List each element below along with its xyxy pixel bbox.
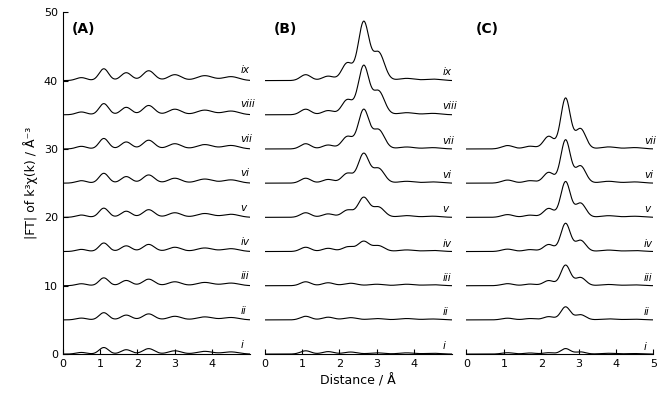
Text: ix: ix: [240, 65, 249, 75]
Text: iv: iv: [240, 237, 249, 247]
Text: i: i: [644, 341, 647, 352]
Text: vi: vi: [240, 168, 249, 178]
Text: iii: iii: [240, 271, 249, 281]
Text: v: v: [240, 203, 246, 212]
Text: iv: iv: [644, 239, 653, 249]
Text: i: i: [442, 341, 445, 351]
Text: vi: vi: [442, 170, 451, 180]
Y-axis label: |FT| of k³χ(k) / Å⁻³: |FT| of k³χ(k) / Å⁻³: [23, 127, 38, 239]
X-axis label: Distance / Å: Distance / Å: [320, 374, 396, 388]
Text: v: v: [644, 204, 650, 214]
Text: (B): (B): [274, 22, 297, 37]
Text: viii: viii: [240, 99, 255, 109]
Text: vi: vi: [644, 170, 653, 180]
Text: iv: iv: [442, 239, 451, 249]
Text: vii: vii: [240, 134, 252, 144]
Text: (C): (C): [476, 22, 499, 37]
Text: vii: vii: [442, 136, 454, 146]
Text: ii: ii: [442, 307, 448, 317]
Text: i: i: [240, 340, 243, 350]
Text: v: v: [442, 204, 448, 214]
Text: viii: viii: [442, 101, 457, 112]
Text: ix: ix: [442, 67, 451, 77]
Text: ii: ii: [644, 307, 650, 317]
Text: iii: iii: [644, 273, 653, 283]
Text: ii: ii: [240, 306, 246, 316]
Text: vii: vii: [644, 136, 656, 146]
Text: (A): (A): [72, 22, 96, 37]
Text: iii: iii: [442, 273, 451, 283]
